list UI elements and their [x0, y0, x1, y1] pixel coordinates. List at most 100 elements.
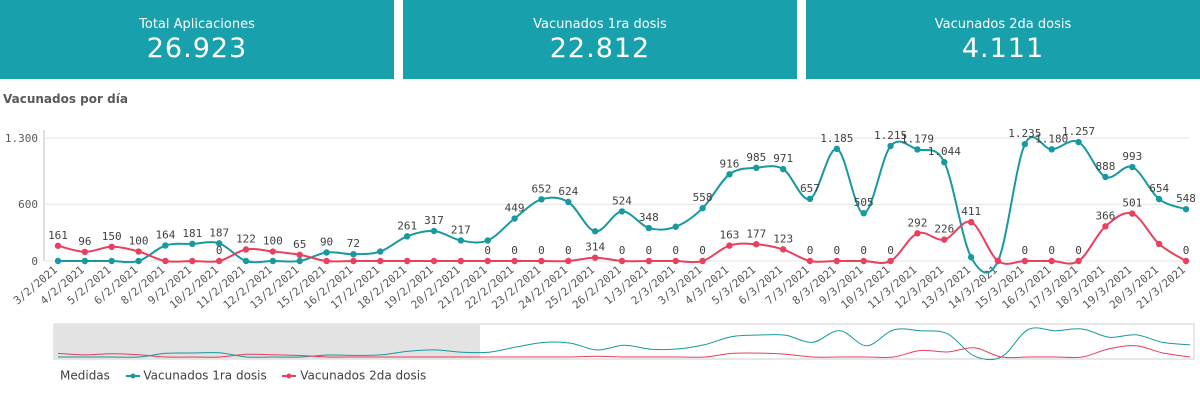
data-label: 1.257 — [1062, 125, 1095, 138]
data-point — [1129, 163, 1136, 171]
data-label: 90 — [320, 235, 333, 248]
series-1: 164 181 187 90 72 261 317 217 449 652 624 524 348 558… — [54, 125, 1196, 274]
data-point — [484, 257, 491, 265]
data-point — [377, 248, 384, 255]
data-label: 217 — [451, 223, 471, 236]
data-point — [591, 228, 599, 235]
data-point — [914, 146, 921, 153]
kpi-label: Vacunados 1ra dosis — [533, 17, 667, 32]
data-label: 1.215 — [874, 129, 907, 142]
data-point — [1155, 240, 1163, 248]
data-label: 96 — [78, 235, 91, 248]
data-label: 0 — [807, 244, 814, 257]
data-point — [1048, 257, 1055, 265]
data-point — [511, 257, 518, 265]
range-navigator[interactable] — [0, 320, 1200, 364]
data-point — [457, 237, 465, 244]
data-point — [81, 257, 89, 265]
data-label: 0 — [619, 244, 626, 257]
data-point — [403, 233, 411, 240]
legend-title: Medidas — [60, 368, 110, 383]
data-label: 0 — [1048, 244, 1055, 257]
legend-swatch-series1 — [125, 373, 140, 378]
data-point — [1155, 195, 1163, 203]
data-label: 0 — [484, 244, 491, 257]
data-label: 100 — [263, 235, 283, 248]
data-label: 0 — [646, 244, 653, 257]
data-label: 150 — [102, 230, 122, 243]
data-point — [779, 246, 787, 253]
data-point — [1075, 138, 1082, 146]
data-label: 0 — [834, 244, 841, 257]
data-point — [350, 250, 357, 258]
data-label: 971 — [773, 152, 793, 165]
data-point — [833, 145, 841, 153]
data-label: 366 — [1095, 209, 1115, 222]
y-tick-label: 1.300 — [5, 132, 38, 145]
data-label: 0 — [860, 244, 867, 257]
data-label: 1.235 — [1008, 127, 1041, 140]
data-label: 888 — [1095, 160, 1115, 173]
data-label: 0 — [216, 244, 223, 257]
kpi-vacunados-1ra-dosis: Vacunados 1ra dosis 22.812 — [403, 0, 797, 79]
data-point — [565, 257, 572, 265]
data-label: 187 — [209, 226, 229, 239]
data-label: 505 — [854, 196, 874, 209]
kpi-value: 22.812 — [549, 33, 651, 64]
data-point — [108, 257, 115, 265]
data-label: 0 — [887, 244, 894, 257]
data-point — [269, 248, 277, 255]
data-label: 0 — [699, 244, 706, 257]
data-label: 558 — [693, 191, 713, 204]
line-chart[interactable]: 06001.3003/2/20214/2/20215/2/20216/2/202… — [0, 112, 1200, 324]
data-point — [484, 237, 491, 244]
data-point — [941, 236, 948, 243]
kpi-vacunados-2da-dosis: Vacunados 2da dosis 4.111 — [806, 0, 1200, 79]
data-label: 657 — [800, 182, 820, 195]
data-point — [350, 257, 357, 265]
legend-item-series2[interactable]: Vacunados 2da dosis — [300, 368, 427, 383]
data-point — [323, 249, 330, 256]
series-2: 161 96 150 100 0 122 100 65 0 0 0 0 314 0 0 0 0 163 177 123… — [48, 197, 1189, 265]
data-point — [162, 257, 169, 265]
data-label: 411 — [961, 205, 981, 218]
data-point — [54, 257, 62, 265]
legend: Medidas Vacunados 1ra dosis Vacunados 2d… — [60, 368, 426, 383]
data-point — [672, 223, 679, 230]
data-point — [618, 208, 626, 215]
data-label: 292 — [907, 216, 927, 229]
data-label: 624 — [558, 185, 578, 198]
data-label: 1.179 — [901, 132, 934, 145]
data-label: 0 — [511, 244, 518, 257]
legend-item-series1[interactable]: Vacunados 1ra dosis — [143, 368, 267, 383]
data-point — [726, 242, 733, 249]
data-point — [994, 257, 1002, 265]
data-point — [430, 257, 438, 265]
data-label: 164 — [155, 228, 175, 241]
data-point — [538, 257, 545, 265]
data-point — [457, 257, 465, 265]
data-point — [1102, 223, 1109, 230]
data-point — [403, 257, 411, 265]
navigator-shade — [54, 324, 480, 359]
data-point — [887, 142, 894, 150]
data-label: 654 — [1149, 182, 1169, 195]
data-label: 0 — [565, 244, 572, 257]
data-point — [860, 210, 867, 217]
data-point — [269, 257, 277, 265]
data-point — [806, 195, 814, 203]
data-label: 177 — [746, 227, 766, 240]
kpi-label: Vacunados 2da dosis — [934, 17, 1072, 32]
kpi-label: Total Aplicaciones — [139, 17, 255, 32]
kpi-value: 4.111 — [961, 33, 1045, 64]
data-point — [81, 248, 89, 256]
data-point — [753, 241, 760, 248]
data-label: 163 — [719, 229, 739, 242]
data-point — [135, 257, 142, 265]
data-point — [753, 164, 760, 172]
data-label: 123 — [773, 232, 793, 245]
data-label: 0 — [672, 244, 679, 257]
data-label: 548 — [1176, 192, 1196, 205]
data-point — [242, 246, 250, 253]
data-point — [430, 227, 438, 235]
